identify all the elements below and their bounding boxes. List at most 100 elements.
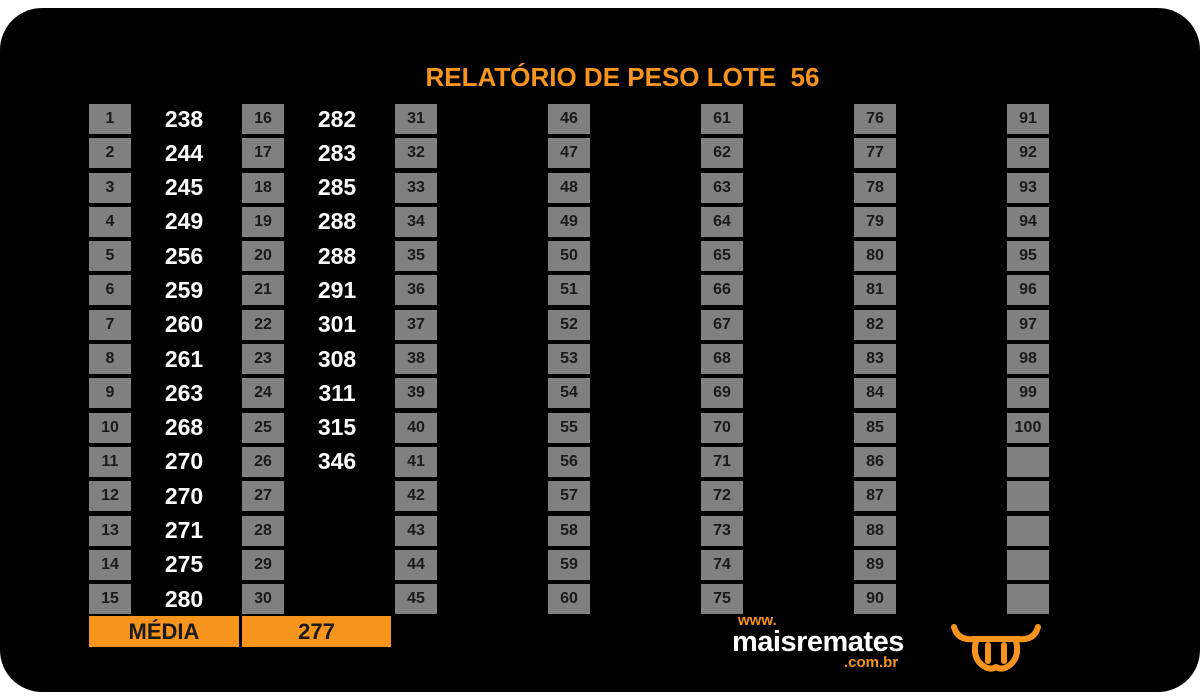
logo-domain: .com.br	[844, 654, 899, 671]
animal-number-cell: 95	[1007, 241, 1049, 272]
grid-row: 5 256	[89, 239, 234, 273]
animal-number-cell: 46	[548, 104, 590, 134]
animal-number-cell: 76	[854, 104, 896, 134]
grid-row: 62	[701, 136, 846, 170]
animal-number-cell: 2	[89, 138, 131, 169]
grid-row: 33	[395, 171, 540, 205]
animal-number-cell: 54	[548, 378, 590, 409]
animal-number-cell: 79	[854, 206, 896, 237]
grid-row: 10 268	[89, 411, 234, 445]
animal-number-cell: 85	[854, 412, 896, 443]
grid-row: 39	[395, 376, 540, 410]
animal-number-cell: 1	[89, 104, 131, 134]
weight-value: 260	[164, 311, 204, 338]
grid-column: 46 47 48 49 50 51 52 53 54 55 56 57 58 59 60	[548, 102, 693, 616]
grid-row: 32	[395, 136, 540, 170]
animal-number-cell: 33	[395, 172, 437, 203]
grid-column: 1 238 2 244 3 245 4 249 5 256 6 259 7 260 8 261 9 263 10 26…	[89, 102, 234, 616]
animal-number-cell: 65	[701, 241, 743, 272]
animal-number-cell: 98	[1007, 344, 1049, 375]
animal-number-cell: 32	[395, 138, 437, 169]
animal-number-cell: 91	[1007, 104, 1049, 134]
report-title: RELATÓRIO DE PESO LOTE 56	[425, 62, 820, 92]
animal-number-cell: 51	[548, 275, 590, 306]
animal-number-cell: 92	[1007, 138, 1049, 169]
animal-number-cell: 90	[854, 584, 896, 615]
grid-row: 8 261	[89, 342, 234, 376]
animal-number-cell: 67	[701, 309, 743, 340]
animal-number-cell: 16	[242, 104, 284, 134]
animal-number-cell: 34	[395, 206, 437, 237]
animal-number-cell: 18	[242, 172, 284, 203]
grid-row: 76	[854, 102, 999, 136]
animal-number-cell: 73	[701, 515, 743, 546]
grid-row: 56	[548, 445, 693, 479]
animal-number-cell: 56	[548, 446, 590, 477]
weight-value: 275	[164, 551, 204, 578]
animal-number-cell: 72	[701, 481, 743, 512]
animal-number-cell: 45	[395, 584, 437, 615]
animal-number-cell: 25	[242, 412, 284, 443]
grid-row: 17 283	[242, 136, 387, 170]
animal-number-cell: 17	[242, 138, 284, 169]
grid-row: 79	[854, 205, 999, 239]
grid-row	[1007, 548, 1152, 582]
weight-value: 282	[317, 105, 357, 132]
grid-row: 99	[1007, 376, 1152, 410]
weight-value: 291	[317, 276, 357, 303]
grid-row: 84	[854, 376, 999, 410]
grid-row: 16 282	[242, 102, 387, 136]
animal-number-cell: 39	[395, 378, 437, 409]
grid-row: 95	[1007, 239, 1152, 273]
animal-number-cell: 81	[854, 275, 896, 306]
animal-number-cell: 93	[1007, 172, 1049, 203]
grid-row: 97	[1007, 308, 1152, 342]
grid-row: 70	[701, 411, 846, 445]
grid-row: 93	[1007, 171, 1152, 205]
grid-row: 92	[1007, 136, 1152, 170]
animal-number-cell: 94	[1007, 206, 1049, 237]
grid-column: 31 32 33 34 35 36 37 38 39 40 41 42 43 44 45	[395, 102, 540, 616]
animal-number-cell: 77	[854, 138, 896, 169]
animal-number-cell: 69	[701, 378, 743, 409]
grid-row: 59	[548, 548, 693, 582]
grid-column: 16 282 17 283 18 285 19 288 20 288 21 291 22 301 23 308…	[242, 102, 387, 616]
grid-row: 15 280	[89, 582, 234, 616]
animal-number-cell: 78	[854, 172, 896, 203]
grid-row: 87	[854, 479, 999, 513]
animal-number-cell: 71	[701, 446, 743, 477]
animal-number-cell: 15	[89, 584, 131, 615]
animal-number-cell: 55	[548, 412, 590, 443]
grid-row: 63	[701, 171, 846, 205]
weight-value: 244	[164, 139, 204, 166]
grid-row: 49	[548, 205, 693, 239]
animal-number-cell: 53	[548, 344, 590, 375]
animal-number-cell: 3	[89, 172, 131, 203]
grid-row: 28	[242, 514, 387, 548]
grid-row: 51	[548, 273, 693, 307]
grid-row: 34	[395, 205, 540, 239]
grid-row: 52	[548, 308, 693, 342]
weight-value: 280	[164, 585, 204, 612]
animal-number-cell: 7	[89, 309, 131, 340]
grid-row: 47	[548, 136, 693, 170]
grid-row: 72	[701, 479, 846, 513]
media-label: MÉDIA	[89, 616, 239, 647]
animal-number-cell: 41	[395, 446, 437, 477]
grid-row: 75	[701, 582, 846, 616]
grid-row: 45	[395, 582, 540, 616]
animal-number-cell	[1007, 549, 1049, 580]
grid-row: 12 270	[89, 479, 234, 513]
grid-row: 67	[701, 308, 846, 342]
grid-row: 77	[854, 136, 999, 170]
animal-number-cell: 13	[89, 515, 131, 546]
grid-row: 65	[701, 239, 846, 273]
grid-row: 27	[242, 479, 387, 513]
animal-number-cell: 30	[242, 584, 284, 615]
grid-row: 58	[548, 514, 693, 548]
grid-row: 36	[395, 273, 540, 307]
animal-number-cell: 87	[854, 481, 896, 512]
animal-number-cell: 27	[242, 481, 284, 512]
grid-row	[1007, 582, 1152, 616]
grid-row: 88	[854, 514, 999, 548]
